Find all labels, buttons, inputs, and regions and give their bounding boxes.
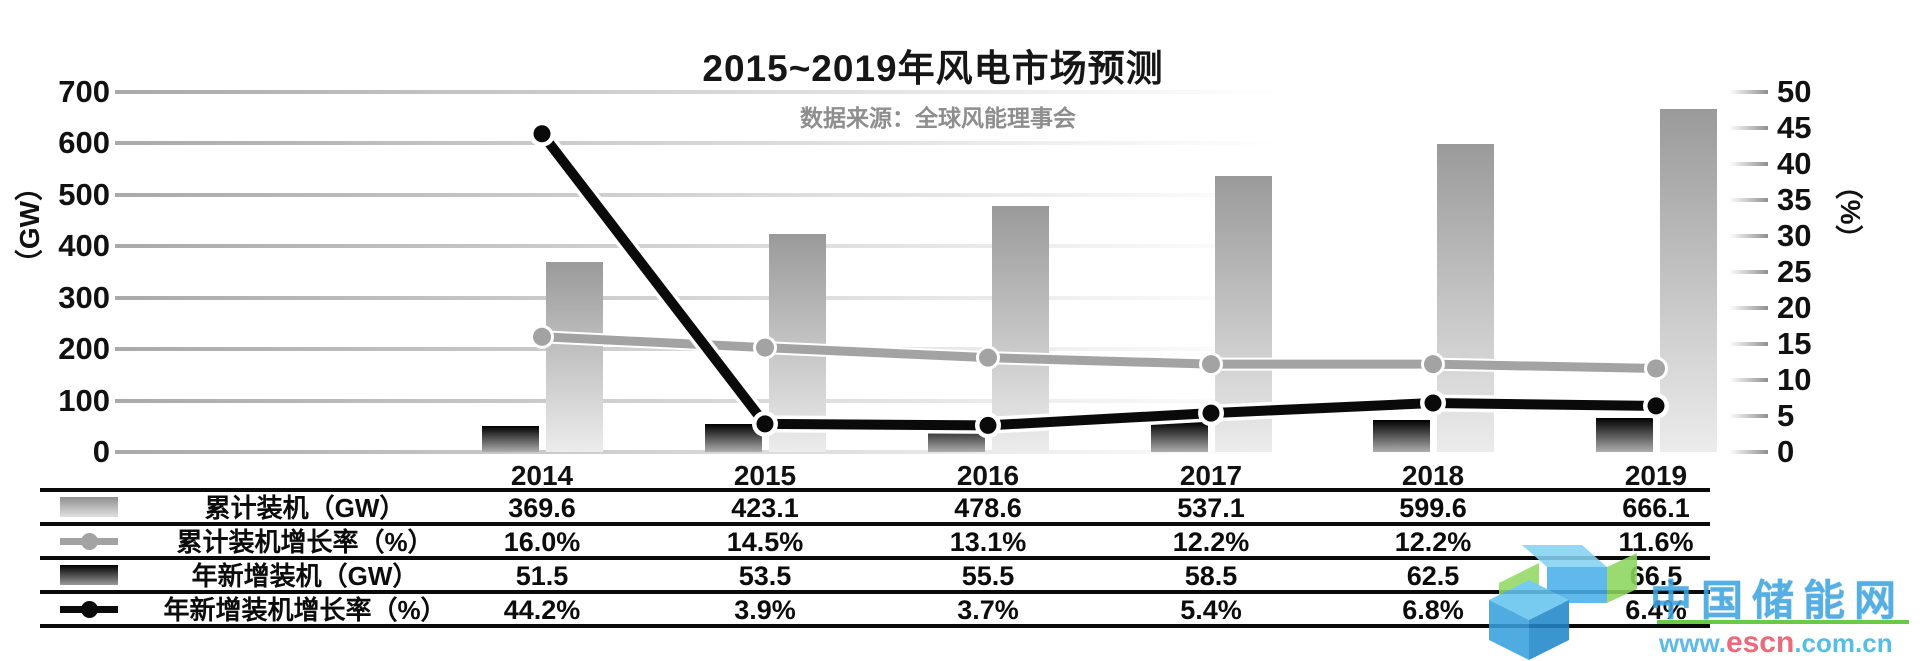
table-cell-2015: 53.5 xyxy=(738,561,792,591)
bar-new-2019 xyxy=(1595,417,1653,452)
bar-cumulative-2018 xyxy=(1436,143,1494,452)
right-axis-tick-mark-5 xyxy=(1729,414,1768,418)
right-axis-tick-0: 0 xyxy=(1777,434,1795,469)
x-axis-label-2019: 2019 xyxy=(1624,460,1688,491)
table-row-label: 累计装机增长率（%） xyxy=(176,527,434,557)
table-cell-2019: 66.5 xyxy=(1629,561,1683,591)
bar-new-2016 xyxy=(927,423,985,452)
right-axis-tick-mark-50 xyxy=(1729,90,1768,94)
table-cell-2014: 51.5 xyxy=(515,561,569,591)
watermark-site-name: 中国储能网 xyxy=(1650,577,1906,624)
bar-cumulative-2017 xyxy=(1214,175,1272,452)
table-border xyxy=(40,590,1710,594)
right-axis-tick-mark-40 xyxy=(1729,162,1768,166)
table-row-label: 年新增装机（GW） xyxy=(191,561,419,591)
watermark-divider xyxy=(1657,620,1909,624)
bar-new-2015 xyxy=(704,424,762,452)
table-cell-2018: 62.5 xyxy=(1406,561,1460,591)
line-cumulative-growth xyxy=(530,324,1668,381)
legend-dot xyxy=(81,533,98,550)
left-axis-tick-500: 500 xyxy=(58,176,110,212)
right-axis-tick-5: 5 xyxy=(1777,398,1795,433)
table-cell-2015: 14.5% xyxy=(726,527,804,557)
bar-cumulative-2016 xyxy=(991,205,1049,452)
table-cell-2014: 16.0% xyxy=(503,527,581,557)
table-cell-2017: 5.4% xyxy=(1180,595,1242,625)
table-cell-2017: 58.5 xyxy=(1184,561,1238,591)
right-axis-tick-mark-10 xyxy=(1729,378,1768,382)
right-axis-tick-mark-15 xyxy=(1729,342,1768,346)
table-border xyxy=(40,488,1710,492)
table-cell-2015: 3.9% xyxy=(734,595,796,625)
left-axis-tick-300: 300 xyxy=(58,279,110,315)
right-axis-tick-50: 50 xyxy=(1777,74,1812,109)
watermark: 中国储能网 www.escn.com.cn xyxy=(1487,543,1925,661)
left-axis-tick-100: 100 xyxy=(58,382,110,418)
bar-cumulative-2015 xyxy=(768,234,826,452)
x-axis-label-2015: 2015 xyxy=(733,460,797,491)
gridline-0 xyxy=(115,450,1730,454)
right-axis-tick-mark-35 xyxy=(1729,198,1768,202)
table-border xyxy=(40,522,1710,526)
chart-title: 2015~2019年风电市场预测 xyxy=(702,48,1164,89)
right-axis-tick-20: 20 xyxy=(1777,290,1812,325)
right-axis-tick-40: 40 xyxy=(1777,146,1812,181)
table-border xyxy=(40,556,1710,560)
right-axis-tick-mark-20 xyxy=(1729,306,1768,310)
table-cell-2016: 478.6 xyxy=(954,493,1022,523)
table-row-label: 年新增装机增长率（%） xyxy=(163,595,447,625)
bar-cumulative-2014 xyxy=(545,261,603,452)
x-axis-label-2017: 2017 xyxy=(1179,460,1243,491)
right-axis-tick-30: 30 xyxy=(1777,218,1812,253)
bar-new-2018 xyxy=(1372,419,1430,452)
table-cell-2016: 3.7% xyxy=(957,595,1019,625)
table-row-label: 累计装机（GW） xyxy=(204,493,406,523)
left-axis-tick-600: 600 xyxy=(58,125,110,161)
right-axis-tick-mark-45 xyxy=(1729,126,1768,130)
table-cell-2016: 13.1% xyxy=(949,527,1027,557)
x-axis-label-2014: 2014 xyxy=(510,460,574,491)
table-cell-2014: 369.6 xyxy=(508,493,576,523)
right-axis-tick-mark-30 xyxy=(1729,234,1768,238)
line-new-growth xyxy=(529,120,1669,439)
table-cell-2016: 55.5 xyxy=(961,561,1015,591)
bar-new-2017 xyxy=(1150,421,1208,452)
table-cell-2019: 666.1 xyxy=(1622,493,1690,523)
legend-swatch-bar-gradient-gray xyxy=(60,497,118,517)
right-axis-tick-35: 35 xyxy=(1777,182,1812,217)
table-cell-2019: 11.6% xyxy=(1618,527,1694,557)
bar-cumulative-2019 xyxy=(1659,109,1717,452)
table-cell-2017: 537.1 xyxy=(1177,493,1245,523)
right-axis-tick-10: 10 xyxy=(1777,362,1812,397)
table-cell-2015: 423.1 xyxy=(731,493,799,523)
right-axis-tick-mark-0 xyxy=(1729,450,1768,454)
chart-data-source: 数据来源：全球风能理事会 xyxy=(800,105,1076,131)
table-cell-2018: 599.6 xyxy=(1399,493,1467,523)
legend-swatch-line-dot-black xyxy=(60,599,118,619)
table-cell-2018: 12.2% xyxy=(1394,527,1472,557)
left-axis-tick-0: 0 xyxy=(92,434,110,469)
table-cell-2017: 12.2% xyxy=(1172,527,1250,557)
table-cell-2018: 6.8% xyxy=(1402,595,1464,625)
right-axis-tick-45: 45 xyxy=(1777,110,1812,145)
watermark-url: www.escn.com.cn xyxy=(1659,626,1893,659)
right-axis-tick-mark-25 xyxy=(1729,270,1768,274)
x-axis-label-2016: 2016 xyxy=(956,460,1020,491)
bar-new-2014 xyxy=(481,425,539,452)
right-axis-tick-15: 15 xyxy=(1777,326,1812,361)
gridline-700 xyxy=(115,90,1730,94)
legend-dot xyxy=(81,601,98,618)
legend-swatch-bar-gradient-black xyxy=(60,565,118,585)
table-border xyxy=(40,624,1710,628)
left-axis-tick-400: 400 xyxy=(58,228,110,264)
x-axis-label-2018: 2018 xyxy=(1401,460,1465,491)
legend-swatch-line-dot-gray xyxy=(60,531,118,551)
right-axis-tick-25: 25 xyxy=(1777,254,1812,289)
table-cell-2014: 44.2% xyxy=(503,595,581,625)
escn-cubes-logo-icon xyxy=(1489,545,1637,660)
left-axis-tick-200: 200 xyxy=(58,331,110,367)
left-axis-tick-700: 700 xyxy=(58,74,110,109)
